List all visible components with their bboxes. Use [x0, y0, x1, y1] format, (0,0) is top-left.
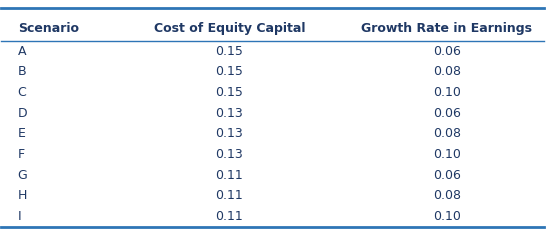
Text: 0.11: 0.11 — [216, 210, 243, 223]
Text: G: G — [18, 168, 28, 182]
Text: 0.10: 0.10 — [433, 148, 460, 161]
Text: 0.15: 0.15 — [216, 65, 243, 78]
Text: E: E — [18, 127, 25, 140]
Text: 0.15: 0.15 — [216, 45, 243, 58]
Text: Growth Rate in Earnings: Growth Rate in Earnings — [361, 22, 532, 35]
Text: C: C — [18, 86, 27, 99]
Text: 0.06: 0.06 — [433, 168, 460, 182]
Text: 0.11: 0.11 — [216, 168, 243, 182]
Text: 0.08: 0.08 — [433, 127, 461, 140]
Text: I: I — [18, 210, 21, 223]
Text: Cost of Equity Capital: Cost of Equity Capital — [153, 22, 305, 35]
Text: F: F — [18, 148, 25, 161]
Text: 0.13: 0.13 — [216, 107, 243, 120]
Text: D: D — [18, 107, 27, 120]
Text: 0.08: 0.08 — [433, 189, 461, 202]
Text: 0.10: 0.10 — [433, 210, 460, 223]
Text: 0.15: 0.15 — [216, 86, 243, 99]
Text: 0.13: 0.13 — [216, 148, 243, 161]
Text: 0.13: 0.13 — [216, 127, 243, 140]
Text: A: A — [18, 45, 26, 58]
Text: B: B — [18, 65, 26, 78]
Text: 0.06: 0.06 — [433, 45, 460, 58]
Text: Scenario: Scenario — [18, 22, 79, 35]
Text: 0.11: 0.11 — [216, 189, 243, 202]
Text: 0.06: 0.06 — [433, 107, 460, 120]
Text: H: H — [18, 189, 27, 202]
Text: 0.10: 0.10 — [433, 86, 460, 99]
Text: 0.08: 0.08 — [433, 65, 461, 78]
